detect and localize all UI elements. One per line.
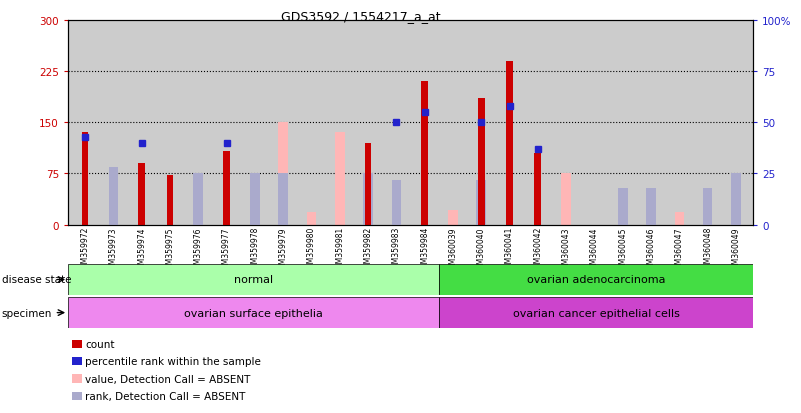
Bar	[223, 152, 230, 225]
Bar	[439, 264, 753, 295]
Bar	[392, 180, 401, 225]
Bar	[562, 174, 571, 225]
Text: GDS3592 / 1554217_a_at: GDS3592 / 1554217_a_at	[280, 10, 441, 23]
Text: rank, Detection Call = ABSENT: rank, Detection Call = ABSENT	[85, 391, 245, 401]
Bar	[506, 62, 513, 225]
Bar	[82, 133, 88, 225]
Bar	[279, 123, 288, 225]
Text: percentile rank within the sample: percentile rank within the sample	[85, 356, 261, 366]
Bar	[646, 188, 656, 225]
Bar	[477, 210, 486, 225]
Text: value, Detection Call = ABSENT: value, Detection Call = ABSENT	[85, 374, 250, 384]
Bar	[68, 264, 439, 295]
Text: normal: normal	[234, 275, 273, 285]
Text: ovarian cancer epithelial cells: ovarian cancer epithelial cells	[513, 308, 679, 318]
Bar	[421, 82, 428, 225]
Text: ovarian surface epithelia: ovarian surface epithelia	[184, 308, 323, 318]
Text: ovarian adenocarcinoma: ovarian adenocarcinoma	[527, 275, 666, 285]
Text: count: count	[85, 339, 115, 349]
Bar	[731, 174, 741, 225]
Bar	[702, 188, 712, 225]
Bar	[477, 180, 486, 225]
Bar	[109, 176, 119, 225]
Bar	[534, 154, 541, 225]
Bar	[364, 143, 372, 225]
Bar	[363, 174, 373, 225]
Bar	[167, 176, 173, 225]
Bar	[731, 179, 741, 225]
Bar	[335, 133, 344, 225]
Bar	[439, 297, 753, 328]
Bar	[307, 213, 316, 225]
Bar	[139, 164, 145, 225]
Bar	[448, 210, 458, 225]
Bar	[68, 297, 439, 328]
Bar	[279, 174, 288, 225]
Bar	[194, 174, 203, 225]
Bar	[674, 213, 684, 225]
Text: specimen: specimen	[2, 308, 52, 318]
Text: disease state: disease state	[2, 275, 71, 285]
Bar	[109, 168, 119, 225]
Bar	[250, 174, 260, 225]
Bar	[618, 188, 627, 225]
Bar	[478, 99, 485, 225]
